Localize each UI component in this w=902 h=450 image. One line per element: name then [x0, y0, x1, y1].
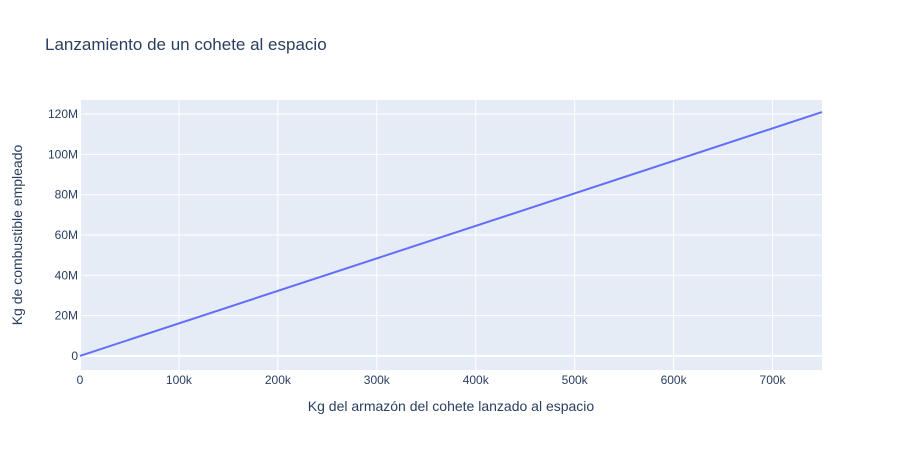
y-tick-label: 80M — [55, 188, 78, 202]
x-tick-label: 0 — [77, 373, 84, 387]
y-tick-label: 120M — [48, 107, 78, 121]
y-tick-label: 40M — [55, 268, 78, 282]
y-tick-label: 20M — [55, 309, 78, 323]
x-tick-label: 700k — [760, 373, 787, 387]
x-tick-label: 100k — [166, 373, 193, 387]
y-gridlines — [80, 113, 822, 357]
y-tick-labels: 0 20M 40M 60M 80M 100M 120M — [48, 107, 78, 363]
x-tick-label: 500k — [562, 373, 589, 387]
series-layer — [79, 111, 823, 357]
x-tick-label: 600k — [661, 373, 688, 387]
x-tick-label: 400k — [463, 373, 490, 387]
chart-title: Lanzamiento de un cohete al espacio — [45, 35, 327, 54]
y-axis-title: Kg de combustible empleado — [9, 145, 25, 326]
x-tick-label: 200k — [265, 373, 292, 387]
y-tick-label: 60M — [55, 228, 78, 242]
y-tick-label: 100M — [48, 147, 78, 161]
x-tick-label: 300k — [364, 373, 391, 387]
x-axis-title: Kg del armazón del cohete lanzado al esp… — [308, 398, 595, 414]
y-tick-label: 0 — [71, 349, 78, 363]
series-line — [79, 111, 823, 357]
x-tick-labels: 0 100k 200k 300k 400k 500k 600k 700k — [77, 373, 787, 387]
